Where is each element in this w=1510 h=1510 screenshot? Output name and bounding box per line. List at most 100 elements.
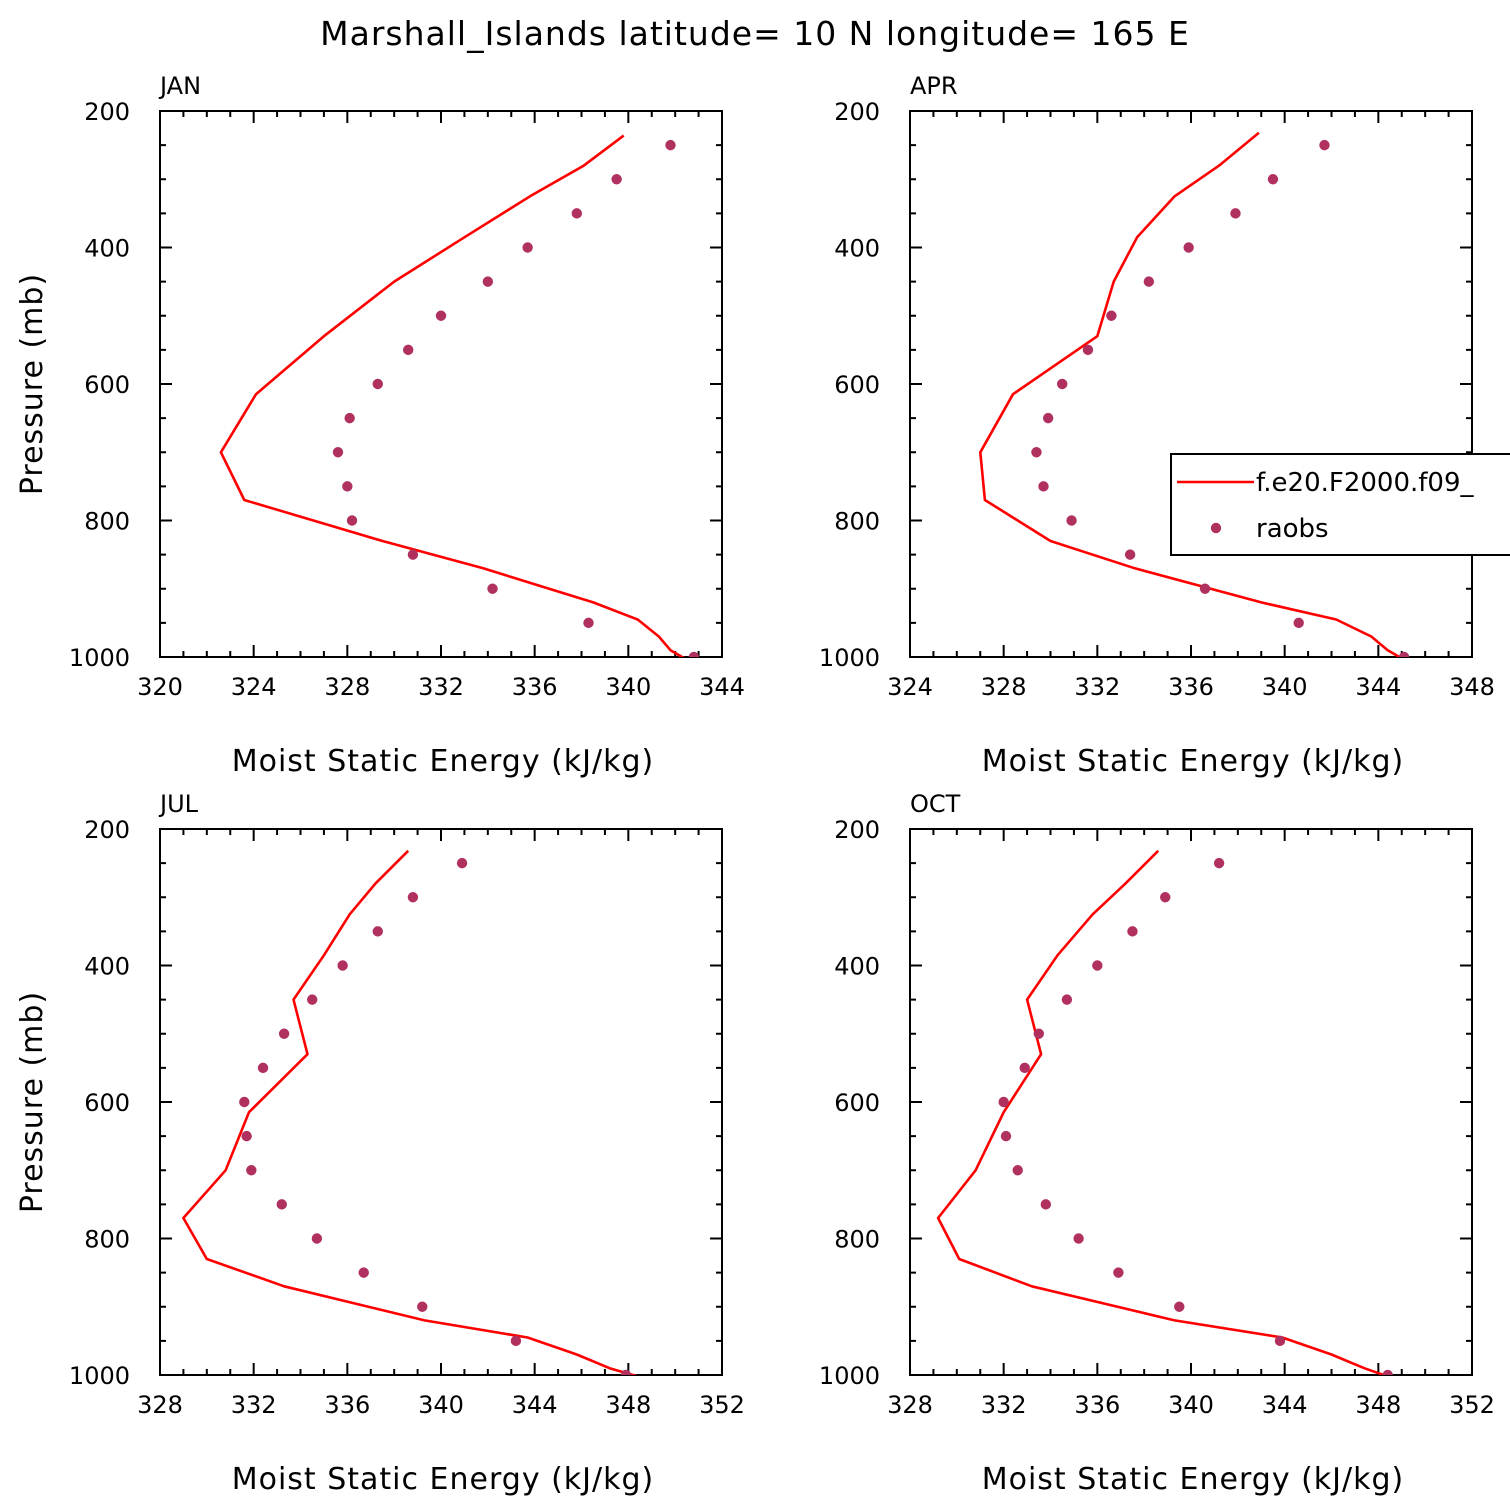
panel-apr: APR 324 328 332 336 340 344 348 200 400 600 800 1000…: [819, 72, 1495, 779]
x-axis-label: Moist Static Energy (kJ/kg): [232, 1462, 655, 1497]
raobs-point: [1398, 651, 1410, 657]
raobs-point: [372, 926, 383, 937]
y-tick-label: 800: [834, 508, 880, 536]
raobs-point: [1267, 174, 1279, 185]
y-tick-label: 600: [84, 371, 130, 399]
figure-title: Marshall_Islands latitude= 10 N longitud…: [320, 14, 1190, 53]
raobs-point: [482, 276, 494, 287]
panel-title-apr: APR: [910, 72, 958, 100]
raobs-point: [611, 174, 622, 185]
panel-jul: JUL 328 332 336 340 344 348 352 200 400 600 800 1000…: [15, 790, 745, 1497]
y-tick-label: 400: [834, 953, 880, 981]
x-tick-label: 336: [1168, 673, 1214, 701]
x-tick-label: 324: [887, 673, 933, 701]
raobs-point: [1199, 583, 1211, 594]
legend-box: [1170, 453, 1510, 556]
raobs-point: [1174, 1301, 1185, 1312]
y-tick-label: 600: [84, 1089, 130, 1117]
raobs-point: [276, 1199, 287, 1210]
x-tick-label: 328: [981, 673, 1027, 701]
x-tick-label: 340: [418, 1391, 464, 1419]
raobs-point: [620, 1369, 632, 1375]
panel-title-jan: JAN: [158, 72, 201, 100]
raobs-point: [1382, 1369, 1393, 1375]
y-tick-label: 200: [84, 98, 130, 126]
raobs-point: [311, 1233, 323, 1244]
raobs-point: [241, 1130, 252, 1142]
x-tick-label: 352: [1449, 1391, 1495, 1419]
raobs-point: [332, 447, 344, 458]
legend-model-label: f.e20.F2000.f09_: [1256, 468, 1474, 498]
plot-frame: [909, 110, 1473, 658]
raobs-point: [510, 1335, 522, 1347]
raobs-point: [358, 1267, 369, 1278]
raobs-point: [346, 515, 358, 526]
raobs-point: [1031, 447, 1042, 458]
x-tick-label: 332: [418, 673, 464, 701]
raobs-point: [1293, 617, 1304, 629]
raobs-point: [688, 651, 700, 657]
panel-jan: JAN 320 324 328 332 336 340 344 200 400 600 800 1000…: [15, 72, 745, 779]
raobs-point: [1106, 310, 1117, 321]
y-tick-label: 1000: [819, 644, 880, 672]
x-tick-label: 336: [512, 673, 558, 701]
x-tick-label: 344: [699, 673, 745, 701]
x-tick-label: 324: [231, 673, 277, 701]
raobs-point: [1113, 1267, 1124, 1278]
x-tick-label: 336: [324, 1391, 370, 1419]
raobs-point: [1183, 242, 1194, 253]
x-tick-label: 328: [137, 1391, 183, 1419]
raobs-point: [403, 344, 414, 356]
raobs-point: [1082, 344, 1094, 356]
raobs-point: [1143, 276, 1155, 287]
x-tick-label: 332: [981, 1391, 1027, 1419]
raobs-point: [307, 994, 318, 1005]
raobs-point: [407, 892, 419, 903]
y-tick-label: 200: [84, 816, 130, 844]
x-tick-label: 344: [1355, 673, 1401, 701]
plot-data: [936, 849, 1393, 1375]
y-tick-label: 200: [834, 98, 880, 126]
x-axis-label: Moist Static Energy (kJ/kg): [232, 744, 655, 779]
y-tick-label: 400: [84, 235, 130, 263]
raobs-point: [435, 310, 447, 321]
raobs-point: [337, 960, 348, 971]
panel-oct: OCT 328 332 336 340 344 348 352 200 400 600 800 1000…: [819, 790, 1495, 1497]
legend-obs-label: raobs: [1256, 514, 1329, 544]
raobs-point: [1274, 1335, 1286, 1347]
raobs-point: [257, 1062, 269, 1074]
raobs-point: [1019, 1062, 1030, 1074]
y-tick-label: 400: [84, 953, 130, 981]
raobs-point: [246, 1165, 257, 1176]
y-tick-label: 200: [834, 816, 880, 844]
legend: f.e20.F2000.f09_raobs: [1170, 453, 1510, 556]
model-series-line: [219, 134, 685, 657]
raobs-point: [342, 481, 353, 492]
plot-data: [182, 849, 638, 1375]
model-series-line: [978, 131, 1402, 657]
raobs-point: [1061, 994, 1073, 1005]
panel-title-oct: OCT: [910, 790, 961, 818]
x-tick-label: 332: [231, 1391, 277, 1419]
plot-data: [978, 131, 1410, 657]
x-tick-label: 320: [137, 673, 183, 701]
y-tick-label: 600: [834, 371, 880, 399]
raobs-point: [1066, 515, 1077, 526]
raobs-point: [665, 139, 676, 151]
x-tick-label: 352: [699, 1391, 745, 1419]
raobs-point: [1160, 892, 1171, 903]
raobs-point: [1042, 412, 1054, 424]
x-tick-label: 344: [1262, 1391, 1308, 1419]
model-series-line: [936, 849, 1388, 1375]
x-tick-label: 348: [605, 1391, 651, 1419]
plot-data: [219, 134, 700, 657]
raobs-point: [407, 549, 419, 560]
raobs-point: [1038, 481, 1049, 492]
y-tick-label: 1000: [819, 1362, 880, 1390]
x-axis-label: Moist Static Energy (kJ/kg): [982, 1462, 1405, 1497]
x-tick-label: 348: [1449, 673, 1495, 701]
x-tick-label: 340: [1262, 673, 1308, 701]
x-tick-label: 340: [1168, 1391, 1214, 1419]
raobs-point: [1012, 1165, 1023, 1176]
